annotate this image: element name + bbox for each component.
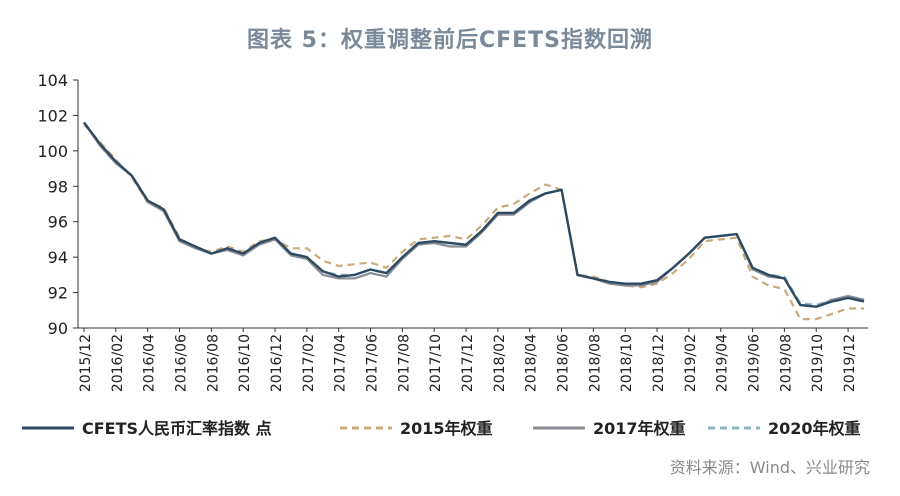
x-axis: 2015/12 2016/02 2016/04 2016/06 2016/08 2016/…	[78, 327, 868, 392]
x-tick-label: 2016/02	[110, 334, 126, 392]
x-tick-label: 2016/12	[269, 334, 285, 392]
x-tick-label: 2017/06	[365, 334, 381, 392]
series-lines	[83, 121, 865, 321]
y-axis: 90 92 94 96 98 100 102 104	[37, 71, 79, 338]
x-tick-label: 2017/02	[301, 334, 317, 392]
y-tick-label: 102	[37, 106, 68, 125]
x-tick-label: 2018/04	[524, 334, 540, 392]
y-tick-label: 96	[48, 213, 68, 232]
legend-label: 2015年权重	[400, 419, 493, 438]
chart-title: 图表 5：权重调整前后CFETS指数回溯	[246, 28, 654, 53]
y-tick-label: 94	[48, 248, 68, 267]
x-tick-label: 2019/02	[683, 334, 699, 392]
x-tick-label: 2017/12	[460, 334, 476, 392]
x-tick-label: 2019/10	[810, 334, 826, 392]
y-tick-label: 92	[48, 284, 68, 303]
x-tick-label: 2017/04	[333, 334, 349, 392]
x-tick-label: 2017/10	[428, 334, 444, 392]
y-tick-label: 98	[48, 177, 68, 196]
legend-label: 2017年权重	[593, 419, 686, 438]
x-tick-label: 2019/08	[778, 334, 794, 392]
legend-label: 2020年权重	[768, 419, 861, 438]
series-line-1	[83, 123, 864, 321]
y-tick-label: 104	[37, 71, 68, 90]
x-tick-label: 2016/06	[174, 334, 190, 392]
y-tick-label: 90	[48, 319, 68, 338]
series-line-2	[83, 121, 865, 308]
legend-label: CFETS人民币汇率指数 点	[82, 419, 272, 438]
x-tick-label: 2019/12	[842, 334, 858, 392]
x-tick-label: 2018/12	[651, 334, 667, 392]
x-tick-label: 2015/12	[78, 334, 94, 392]
x-tick-label: 2018/06	[556, 334, 572, 392]
x-tick-label: 2017/08	[396, 334, 412, 392]
source-note: 资料来源：Wind、兴业研究	[669, 458, 870, 477]
legend: CFETS人民币汇率指数 点 2015年权重 2017年权重 2020年权重	[22, 419, 861, 438]
x-tick-label: 2018/10	[619, 334, 635, 392]
series-line-0	[83, 121, 865, 308]
x-tick-label: 2016/04	[142, 334, 158, 392]
x-tick-label: 2016/08	[205, 334, 221, 392]
x-tick-label: 2018/08	[587, 334, 603, 392]
x-tick-label: 2018/02	[492, 334, 508, 392]
x-tick-label: 2016/10	[237, 334, 253, 392]
x-tick-label: 2019/06	[747, 334, 763, 392]
series-line-3	[83, 121, 865, 307]
x-tick-label: 2019/04	[715, 334, 731, 392]
y-tick-label: 100	[37, 142, 68, 161]
